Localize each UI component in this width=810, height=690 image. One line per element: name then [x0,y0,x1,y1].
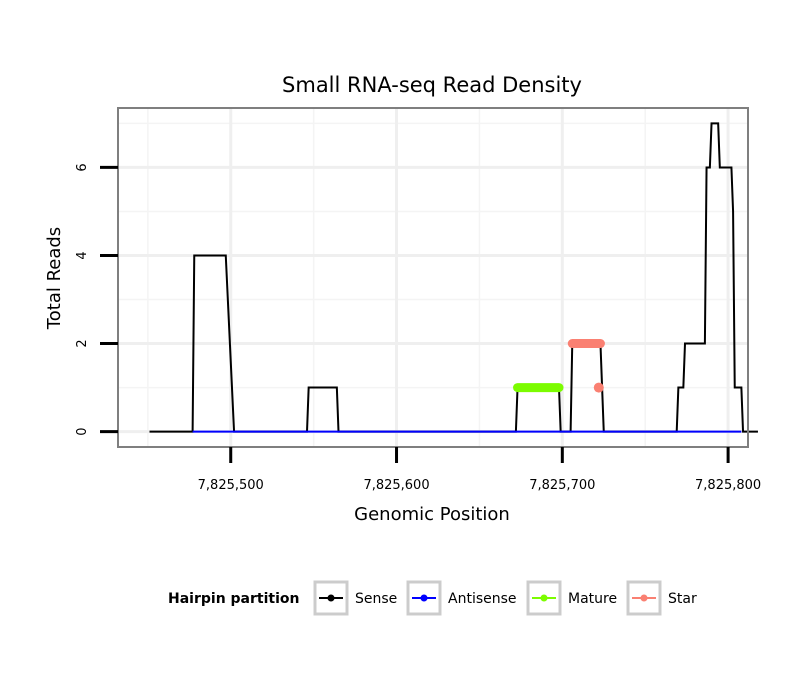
x-tick-label: 7,825,500 [198,478,264,493]
chart-title: Small RNA-seq Read Density [282,73,582,97]
x-tick-label: 7,825,700 [529,478,595,493]
y-axis-title: Total Reads [44,227,65,330]
legend-key [526,580,562,616]
legend-key-point [327,594,335,602]
series-star-point [593,382,604,393]
legend-item-mature: Mature [526,580,617,616]
plot-border [117,107,749,448]
legend-label: Sense [355,591,397,607]
legend-key-point [420,594,428,602]
y-tick-label: 2 [75,339,90,347]
y-tick-label: 0 [75,427,90,435]
plot-panel [117,107,758,448]
x-axis-title: Genomic Position [354,504,510,525]
x-axis: 7,825,500 7,825,600 7,825,700 7,825,800 [198,447,761,493]
plot-background [118,108,748,447]
legend-key-point [640,594,648,602]
legend-label: Star [668,591,697,607]
x-tick-label: 7,825,600 [363,478,429,493]
legend-key-point [540,594,548,602]
y-tick-label: 6 [75,163,90,171]
y-axis: 0 2 4 6 [75,163,118,436]
legend-label: Antisense [448,591,517,607]
legend-title: Hairpin partition [168,591,299,607]
legend: Hairpin partition Sense Antisense Mature St… [168,580,697,616]
x-tick-label: 7,825,800 [695,478,761,493]
legend-label: Mature [568,591,617,607]
legend-item-star: Star [626,580,697,616]
legend-item-sense: Sense [313,580,397,616]
legend-item-antisense: Antisense [406,580,517,616]
y-tick-label: 4 [75,251,90,259]
